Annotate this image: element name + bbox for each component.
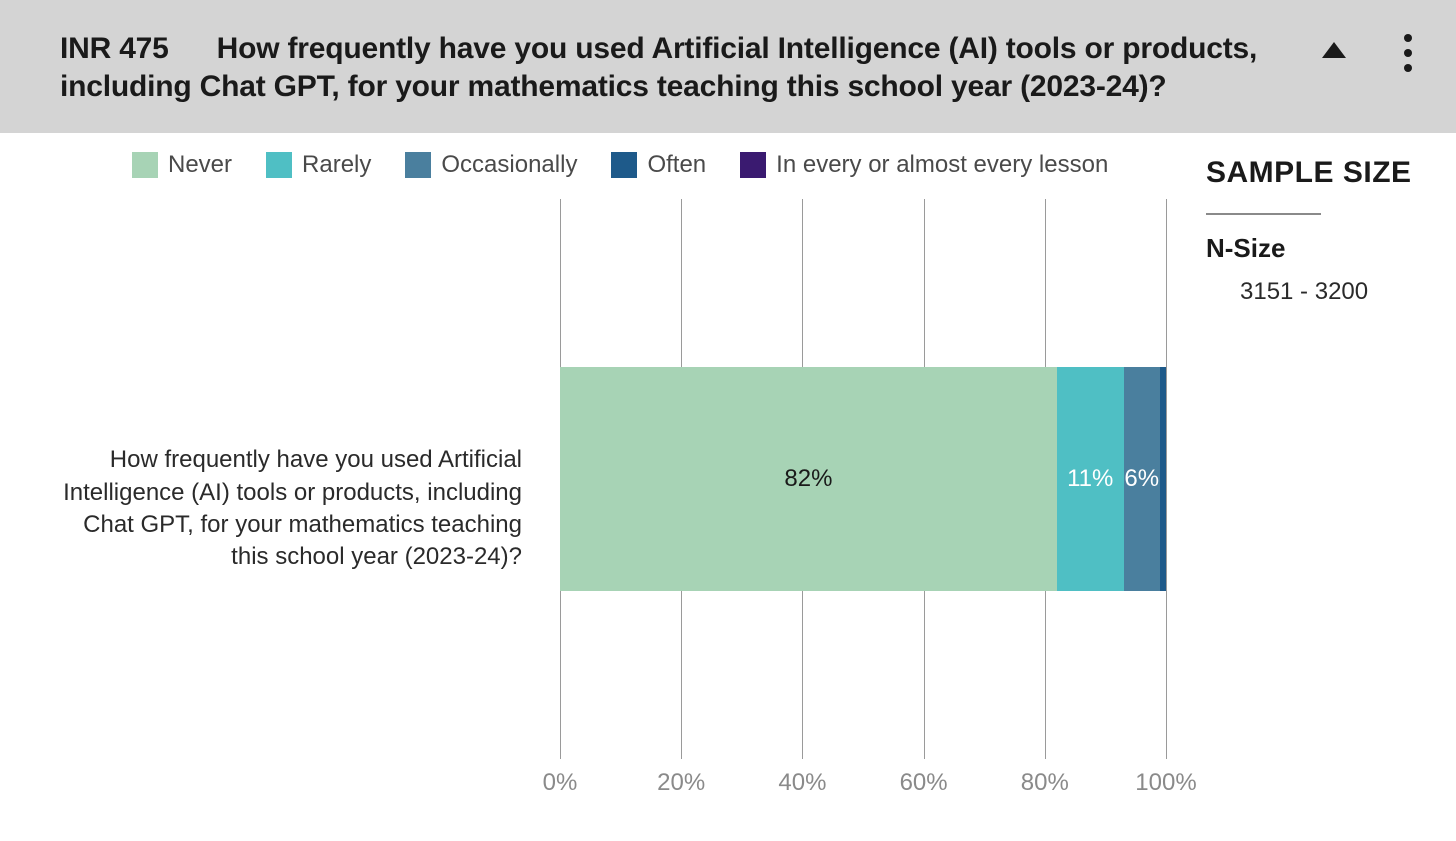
header-title: INR 475How frequently have you used Arti… [60, 30, 1280, 105]
legend-label: In every or almost every lesson [776, 151, 1108, 179]
x-tick-label: 80% [1021, 769, 1069, 797]
plot-area: 82%11%6% [560, 199, 1166, 759]
legend-item: Rarely [266, 151, 371, 179]
n-size-label: N-Size [1206, 233, 1416, 264]
more-options-icon[interactable] [1398, 28, 1418, 78]
legend-label: Often [647, 151, 706, 179]
x-tick-label: 100% [1135, 769, 1196, 797]
question-header: INR 475How frequently have you used Arti… [0, 0, 1456, 133]
legend-label: Rarely [302, 151, 371, 179]
legend-swatch [405, 152, 431, 178]
legend-label: Occasionally [441, 151, 577, 179]
chart-column: Never Rarely Occasionally Often In every or … [0, 151, 1206, 819]
legend-swatch [132, 152, 158, 178]
legend-label: Never [168, 151, 232, 179]
bar-segment: 6% [1124, 367, 1160, 591]
question-code: INR 475 [60, 30, 169, 68]
bar-segment: 82% [560, 367, 1057, 591]
chart-row-label: How frequently have you used Artificial … [60, 199, 540, 819]
x-tick-label: 40% [778, 769, 826, 797]
legend-item: Often [611, 151, 706, 179]
legend-item: Occasionally [405, 151, 577, 179]
stacked-bar: 82%11%6% [560, 367, 1166, 591]
chart: How frequently have you used Artificial … [60, 199, 1206, 819]
bar-segment [1160, 367, 1166, 591]
x-tick-label: 0% [543, 769, 578, 797]
legend-swatch [611, 152, 637, 178]
bar-segment: 11% [1057, 367, 1124, 591]
x-axis: 0%20%40%60%80%100% [560, 769, 1166, 809]
legend: Never Rarely Occasionally Often In every or … [132, 151, 1206, 179]
body: Never Rarely Occasionally Often In every or … [0, 133, 1456, 819]
divider [1206, 213, 1321, 215]
legend-item: In every or almost every lesson [740, 151, 1108, 179]
header-text: INR 475How frequently have you used Arti… [60, 30, 1280, 105]
question-text: How frequently have you used Artificial … [60, 32, 1257, 103]
legend-swatch [266, 152, 292, 178]
sample-size-panel: SAMPLE SIZE N-Size 3151 - 3200 [1206, 151, 1456, 819]
sample-size-title: SAMPLE SIZE [1206, 155, 1416, 191]
x-tick-label: 60% [900, 769, 948, 797]
collapse-up-icon[interactable] [1322, 42, 1346, 58]
n-size-value: 3151 - 3200 [1206, 278, 1416, 306]
chart-row-label-text: How frequently have you used Artificial … [60, 444, 522, 574]
x-tick-label: 20% [657, 769, 705, 797]
legend-swatch [740, 152, 766, 178]
legend-item: Never [132, 151, 232, 179]
gridline [1166, 199, 1167, 759]
